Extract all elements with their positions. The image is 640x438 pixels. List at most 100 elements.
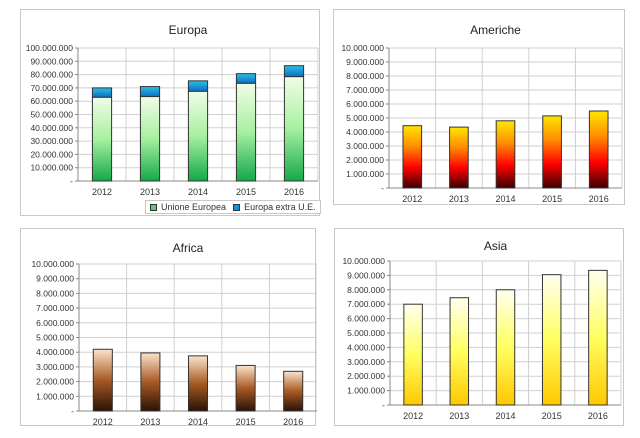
x-tick-label: 2014	[188, 417, 208, 427]
y-tick-label: 2.000.000	[36, 377, 74, 387]
x-tick-label: 2013	[140, 187, 160, 197]
y-tick-label: -	[381, 183, 384, 193]
bar-europa-europa-extra-u-e--2014	[187, 80, 209, 92]
bar-europa-europa-extra-u-e--2012	[91, 87, 113, 98]
x-tick-label: 2013	[449, 411, 469, 421]
y-tick-label: 30.000.000	[30, 136, 73, 146]
y-tick-label: 10.000.000	[30, 163, 73, 173]
legend-swatch-unione-europea	[150, 203, 157, 211]
y-tick-label: 10.000.000	[341, 43, 384, 53]
bar-americhe-americhe-2016	[588, 110, 609, 189]
y-tick-label: -	[382, 400, 385, 410]
y-tick-label: 60.000.000	[30, 96, 73, 106]
x-tick-label: 2012	[93, 417, 113, 427]
legend-europa: Unione Europea Europa extra U.E.	[145, 200, 321, 214]
bar-africa-africa-2013	[140, 352, 161, 412]
bar-americhe-americhe-2012	[402, 125, 423, 189]
y-tick-label: 8.000.000	[347, 285, 385, 295]
bar-europa-europa-extra-u-e--2015	[235, 73, 257, 84]
x-tick-label: 2014	[495, 411, 515, 421]
y-tick-label: 3.000.000	[346, 141, 384, 151]
y-tick-label: 7.000.000	[36, 303, 74, 313]
y-tick-label: 20.000.000	[30, 149, 73, 159]
y-tick-label: 4.000.000	[347, 342, 385, 352]
y-tick-label: 40.000.000	[30, 123, 73, 133]
y-tick-label: 4.000.000	[346, 127, 384, 137]
y-tick-label: 1.000.000	[36, 391, 74, 401]
x-tick-label: 2014	[495, 194, 515, 204]
chart-asia: Asia - 1.000.000 2.000.000 3.000.000 4.000.00…	[342, 239, 622, 421]
y-tick-label: -	[70, 176, 73, 186]
bar-europa-unione-europea-2015	[235, 82, 257, 182]
bar-africa-africa-2016	[283, 370, 304, 412]
y-tick-label: 10.000.000	[342, 256, 385, 266]
bar-americhe-americhe-2015	[542, 115, 562, 189]
bar-asia-asia-2012	[403, 303, 423, 406]
chart-title-europa: Europa	[169, 23, 208, 37]
x-tick-label: 2013	[140, 417, 160, 427]
y-tick-label: 9.000.000	[36, 274, 74, 284]
chart-europa: Europa - 10.000.000 20.000.000 30.000.000 40.…	[26, 23, 319, 197]
bar-asia-asia-2013	[449, 297, 470, 406]
y-tick-label: 100.000.000	[26, 43, 74, 53]
y-tick-label: 3.000.000	[36, 362, 74, 372]
bar-asia-asia-2016	[588, 269, 608, 406]
y-tick-label: 7.000.000	[346, 85, 384, 95]
y-tick-label: 9.000.000	[347, 270, 385, 280]
y-tick-label: 90.000.000	[30, 56, 73, 66]
y-tick-label: 9.000.000	[346, 57, 384, 67]
y-tick-label: 8.000.000	[346, 71, 384, 81]
y-tick-label: 5.000.000	[36, 333, 74, 343]
y-tick-label: 7.000.000	[347, 299, 385, 309]
chart-title-africa: Africa	[173, 241, 204, 255]
bar-asia-asia-2015	[541, 274, 562, 406]
bar-europa-europa-extra-u-e--2013	[139, 86, 161, 98]
x-tick-label: 2015	[236, 417, 256, 427]
x-tick-label: 2015	[542, 411, 562, 421]
bar-africa-africa-2012	[92, 348, 113, 412]
y-tick-label: 6.000.000	[347, 314, 385, 324]
x-tick-label: 2012	[403, 411, 423, 421]
chart-americhe: Americhe - 1.000.000 2.000.000 3.000.000 4.00…	[341, 23, 623, 204]
chart-panel-europa: Europa - 10.000.000 20.000.000 30.000.000 40.…	[20, 9, 321, 216]
bar-europa-europa-extra-u-e--2016	[283, 65, 305, 78]
y-tick-label: 6.000.000	[36, 318, 74, 328]
bar-africa-africa-2015	[235, 364, 256, 412]
legend-label-europa-extra-ue: Europa extra U.E.	[244, 202, 316, 212]
bar-europa-unione-europea-2013	[139, 96, 161, 182]
y-tick-label: 1.000.000	[347, 386, 385, 396]
bar-europa-unione-europea-2012	[91, 96, 113, 182]
x-tick-label: 2015	[236, 187, 256, 197]
bar-americhe-americhe-2013	[449, 126, 469, 189]
y-tick-label: 10.000.000	[31, 259, 74, 269]
bar-americhe-americhe-2014	[495, 120, 516, 189]
x-tick-label: 2016	[589, 194, 609, 204]
x-tick-label: 2016	[283, 417, 303, 427]
legend-label-unione-europea: Unione Europea	[161, 202, 227, 212]
y-tick-label: 70.000.000	[30, 83, 73, 93]
y-tick-label: 1.000.000	[346, 169, 384, 179]
bar-asia-asia-2014	[495, 289, 516, 406]
y-tick-label: 50.000.000	[30, 110, 73, 120]
chart-panel-africa: Africa - 1.000.000 2.000.000 3.000.000 4.000.…	[20, 228, 317, 427]
chart-panel-asia: Asia - 1.000.000 2.000.000 3.000.000 4.000.00…	[334, 228, 624, 426]
y-tick-label: 8.000.000	[36, 288, 74, 298]
legend-swatch-europa-extra-ue	[233, 203, 241, 211]
x-tick-label: 2015	[542, 194, 562, 204]
y-tick-label: 5.000.000	[347, 328, 385, 338]
y-tick-label: 2.000.000	[346, 155, 384, 165]
x-tick-label: 2012	[92, 187, 112, 197]
y-tick-label: 80.000.000	[30, 70, 73, 80]
x-tick-label: 2016	[284, 187, 304, 197]
x-tick-label: 2012	[402, 194, 422, 204]
y-tick-label: 4.000.000	[36, 347, 74, 357]
x-tick-label: 2013	[449, 194, 469, 204]
x-tick-label: 2016	[588, 411, 608, 421]
y-tick-label: 6.000.000	[346, 99, 384, 109]
chart-title-americhe: Americhe	[470, 23, 521, 37]
x-tick-label: 2014	[188, 187, 208, 197]
bar-africa-africa-2014	[187, 355, 209, 412]
y-tick-label: 2.000.000	[347, 371, 385, 381]
chart-title-asia: Asia	[484, 239, 508, 253]
y-tick-label: 3.000.000	[347, 357, 385, 367]
